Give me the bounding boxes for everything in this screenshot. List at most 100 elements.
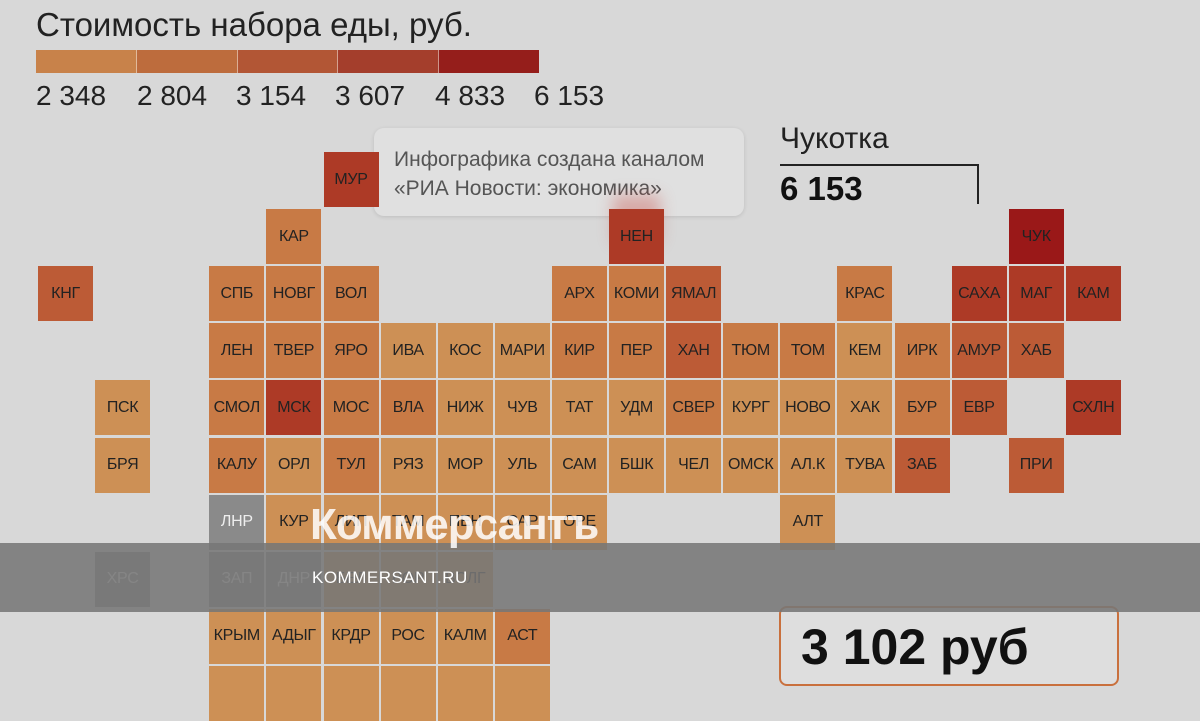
region-tile[interactable]: МУР [323, 152, 379, 207]
region-tile[interactable]: ИВА [380, 323, 436, 379]
region-tile[interactable]: ТВЕР [266, 323, 322, 379]
region-tile[interactable]: ТУВА [837, 437, 893, 493]
region-tile[interactable]: ТАМ [380, 494, 436, 550]
region-tile[interactable]: КРДР [323, 608, 379, 664]
legend-swatch [439, 50, 539, 73]
region-tile[interactable]: ТЮМ [723, 323, 779, 379]
region-tile[interactable]: РЯЗ [380, 437, 436, 493]
region-tile[interactable]: НИЖ [437, 380, 493, 436]
region-tile[interactable]: КЕМ [837, 323, 893, 379]
region-tile[interactable]: ЛИП [323, 494, 379, 550]
region-tile[interactable]: ЯМАЛ [666, 266, 722, 322]
callout-region-value: 6 153 [780, 170, 863, 207]
region-tile[interactable]: ТОМ [780, 323, 836, 379]
region-tile[interactable]: ХАН [666, 323, 722, 379]
region-tile[interactable]: ПЕР [609, 323, 664, 379]
region-tile[interactable]: АМУР [951, 323, 1007, 379]
watermark-banner [0, 543, 1200, 612]
region-tile[interactable]: БРЯ [95, 437, 151, 493]
legend-label: 3 607 [335, 80, 406, 111]
region-tile[interactable]: КАР [266, 209, 322, 265]
region-tile[interactable]: КОС [437, 323, 493, 379]
region-tile[interactable]: ИРК [894, 323, 950, 379]
region-tile[interactable] [494, 665, 550, 721]
region-tile[interactable]: ОРЕ [551, 494, 607, 550]
legend-label: 4 833 [435, 80, 506, 111]
credit-line-1: Инфографика создана каналом [394, 148, 705, 171]
region-tile[interactable]: САР [494, 494, 550, 550]
region-tile[interactable]: ОРЛ [266, 437, 322, 493]
region-tile[interactable]: УДМ [609, 380, 664, 436]
region-tile[interactable]: ЛНР [209, 494, 265, 550]
legend-label: 2 804 [137, 80, 208, 111]
region-tile[interactable]: САХА [951, 266, 1007, 322]
region-tile[interactable] [323, 665, 379, 721]
region-tile[interactable]: БУР [894, 380, 950, 436]
region-tile[interactable]: ПРИ [1008, 437, 1064, 493]
region-tile[interactable]: ЕВР [951, 380, 1007, 436]
region-tile[interactable]: РОС [380, 608, 436, 664]
region-tile[interactable]: КАМ [1065, 266, 1121, 322]
region-tile[interactable]: СМОЛ [209, 380, 265, 436]
region-tile[interactable]: НОВО [780, 380, 836, 436]
region-tile[interactable]: НЕН [609, 209, 664, 265]
region-tile[interactable]: ЯРО [323, 323, 379, 379]
legend-swatch [36, 50, 137, 73]
region-tile[interactable] [437, 665, 493, 721]
callout-region-name: Чукотка [780, 122, 889, 155]
region-tile[interactable]: МОС [323, 380, 379, 436]
region-tile[interactable]: МАРИ [494, 323, 550, 379]
legend-bar [36, 50, 539, 73]
region-tile[interactable]: МАГ [1008, 266, 1064, 322]
region-tile[interactable]: ОМСК [723, 437, 779, 493]
region-tile[interactable]: КУР [266, 494, 322, 550]
region-tile[interactable]: СПБ [209, 266, 265, 322]
region-tile[interactable]: АСТ [494, 608, 550, 664]
total-value: 3 102 руб [801, 619, 1029, 675]
region-tile[interactable]: ТАТ [551, 380, 607, 436]
region-tile[interactable]: КАЛУ [209, 437, 265, 493]
region-tile[interactable]: АЛТ [780, 494, 836, 550]
region-tile[interactable]: ПСК [95, 380, 151, 436]
region-tile[interactable]: ВЛА [380, 380, 436, 436]
region-tile[interactable]: АЛ.К [780, 437, 836, 493]
legend-swatch [237, 50, 339, 73]
region-tile[interactable]: КНГ [38, 266, 93, 322]
watermark-logo: Коммерсантъ [310, 500, 599, 549]
region-tile[interactable]: САМ [551, 437, 607, 493]
region-tile[interactable]: СВЕР [666, 380, 722, 436]
region-tile[interactable] [266, 665, 322, 721]
region-tile[interactable]: БШК [609, 437, 664, 493]
watermark-url: KOMMERSANT.RU [312, 568, 468, 587]
region-tile[interactable]: ЛЕН [209, 323, 265, 379]
region-tile[interactable]: КИР [551, 323, 607, 379]
callout-line-vertical [977, 164, 979, 204]
region-tile[interactable] [209, 665, 265, 721]
region-tile[interactable]: МСК [266, 380, 322, 436]
region-tile[interactable]: ТУЛ [323, 437, 379, 493]
region-tile[interactable]: ВОЛ [323, 266, 379, 322]
region-tile[interactable]: ЧУК [1008, 209, 1064, 265]
region-tile[interactable]: ЧЕЛ [666, 437, 722, 493]
region-tile[interactable]: ПЕН [437, 494, 493, 550]
region-tile[interactable]: КУРГ [723, 380, 779, 436]
region-tile[interactable]: ХАБ [1008, 323, 1064, 379]
region-tile[interactable]: НОВГ [266, 266, 322, 322]
credit-box: Инфографика создана каналом «РИА Новости… [374, 128, 744, 216]
region-tile[interactable]: ХАК [837, 380, 893, 436]
region-tile[interactable]: УЛЬ [494, 437, 550, 493]
region-tile[interactable]: АДЫГ [266, 608, 322, 664]
region-tile[interactable]: КРАС [837, 266, 893, 322]
region-tile[interactable]: КОМИ [609, 266, 664, 322]
region-tile[interactable]: МОР [437, 437, 493, 493]
region-tile[interactable]: ЧУВ [494, 380, 550, 436]
region-tile[interactable]: ЗАБ [894, 437, 950, 493]
region-tile[interactable]: КРЫМ [209, 608, 265, 664]
chart-title: Стоимость набора еды, руб. [36, 6, 472, 43]
region-tile[interactable]: КАЛМ [437, 608, 493, 664]
legend-swatch [338, 50, 440, 73]
legend-label: 2 348 [36, 80, 107, 111]
region-tile[interactable] [380, 665, 436, 721]
region-tile[interactable]: АРХ [551, 266, 607, 322]
region-tile[interactable]: СХЛН [1065, 380, 1121, 436]
